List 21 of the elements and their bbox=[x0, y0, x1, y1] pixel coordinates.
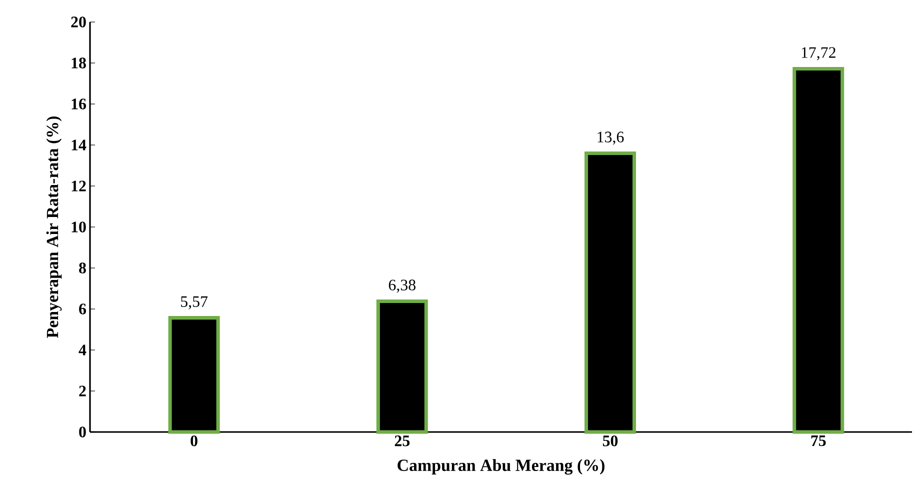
y-tick-label: 14 bbox=[72, 140, 86, 150]
x-tick-label: 50 bbox=[602, 436, 618, 446]
y-tick-label: 8 bbox=[79, 262, 86, 274]
y-tick-label: 18 bbox=[72, 58, 86, 68]
data-label: 17,72 bbox=[802, 47, 836, 60]
y-tick-label: 12 bbox=[72, 180, 86, 192]
y-tick-label: 6 bbox=[79, 304, 86, 314]
y-tick-label: 2 bbox=[79, 386, 86, 396]
y-tick-label: 20 bbox=[71, 16, 86, 28]
x-tick-label: 25 bbox=[394, 436, 410, 446]
y-tick-label: 4 bbox=[78, 344, 86, 356]
y-tick-label: 0 bbox=[79, 426, 86, 438]
x-tick-label: 0 bbox=[190, 436, 198, 446]
data-label: 13,6 bbox=[598, 132, 624, 145]
x-axis-title: Campuran Abu Merang (%) bbox=[398, 459, 604, 475]
x-tick-label: 75 bbox=[811, 436, 826, 446]
y-tick-label: 10 bbox=[72, 222, 86, 232]
y-axis-title: Penyerapan Air Rata-rata (%) bbox=[46, 116, 62, 338]
data-label: 6,38 bbox=[388, 280, 416, 293]
data-label: 5,57 bbox=[181, 296, 208, 310]
y-tick-label: 16 bbox=[72, 98, 86, 110]
